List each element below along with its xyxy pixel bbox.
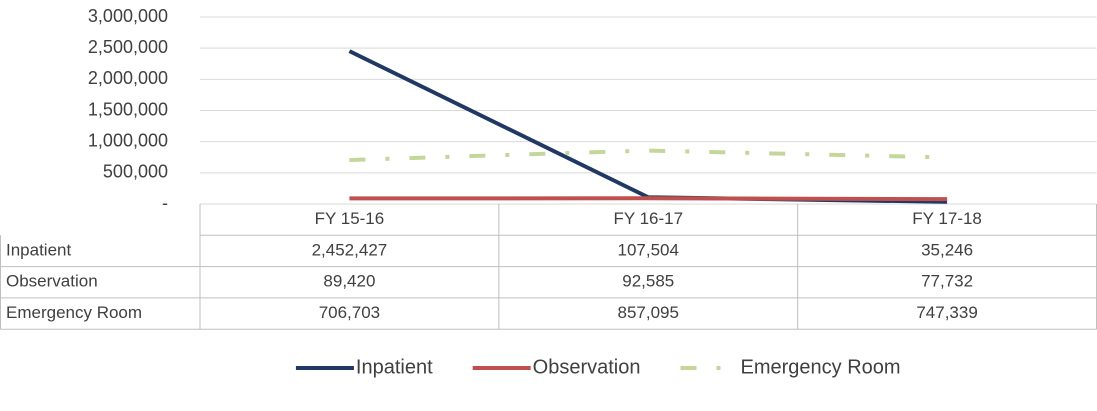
row-label: Observation: [6, 272, 98, 291]
row-label: Emergency Room: [6, 303, 142, 322]
line-series: [349, 196, 948, 202]
legend-label: Observation: [533, 356, 641, 378]
table-value: 706,703: [319, 303, 380, 322]
line-series: [348, 49, 948, 204]
legend-label: Inpatient: [356, 356, 433, 378]
table-value: 107,504: [618, 240, 679, 259]
legend-item: Emergency Room: [680, 356, 901, 378]
y-tick-label: -: [162, 193, 168, 213]
legend-label: Emergency Room: [741, 356, 901, 378]
y-tick-label: 1,000,000: [88, 130, 168, 150]
line-series: [349, 148, 948, 162]
table-value: 747,339: [916, 303, 977, 322]
y-tick-label: 2,500,000: [88, 37, 168, 57]
table-value: 2,452,427: [312, 240, 388, 259]
legend-item: Observation: [472, 356, 641, 378]
y-tick-label: 3,000,000: [88, 6, 168, 26]
x-tick-label: FY 15-16: [315, 209, 385, 228]
x-tick-label: FY 17-18: [912, 209, 982, 228]
y-tick-label: 1,500,000: [88, 99, 168, 119]
table-value: 857,095: [618, 303, 679, 322]
table-value: 89,420: [323, 272, 375, 291]
legend-item: Inpatient: [295, 356, 433, 378]
table-value: 92,585: [622, 272, 674, 291]
y-tick-label: 500,000: [103, 162, 168, 182]
table-value: 35,246: [921, 240, 973, 259]
row-label: Inpatient: [6, 240, 71, 259]
table-value: 77,732: [921, 272, 973, 291]
x-tick-label: FY 16-17: [613, 209, 683, 228]
y-tick-label: 2,000,000: [88, 68, 168, 88]
